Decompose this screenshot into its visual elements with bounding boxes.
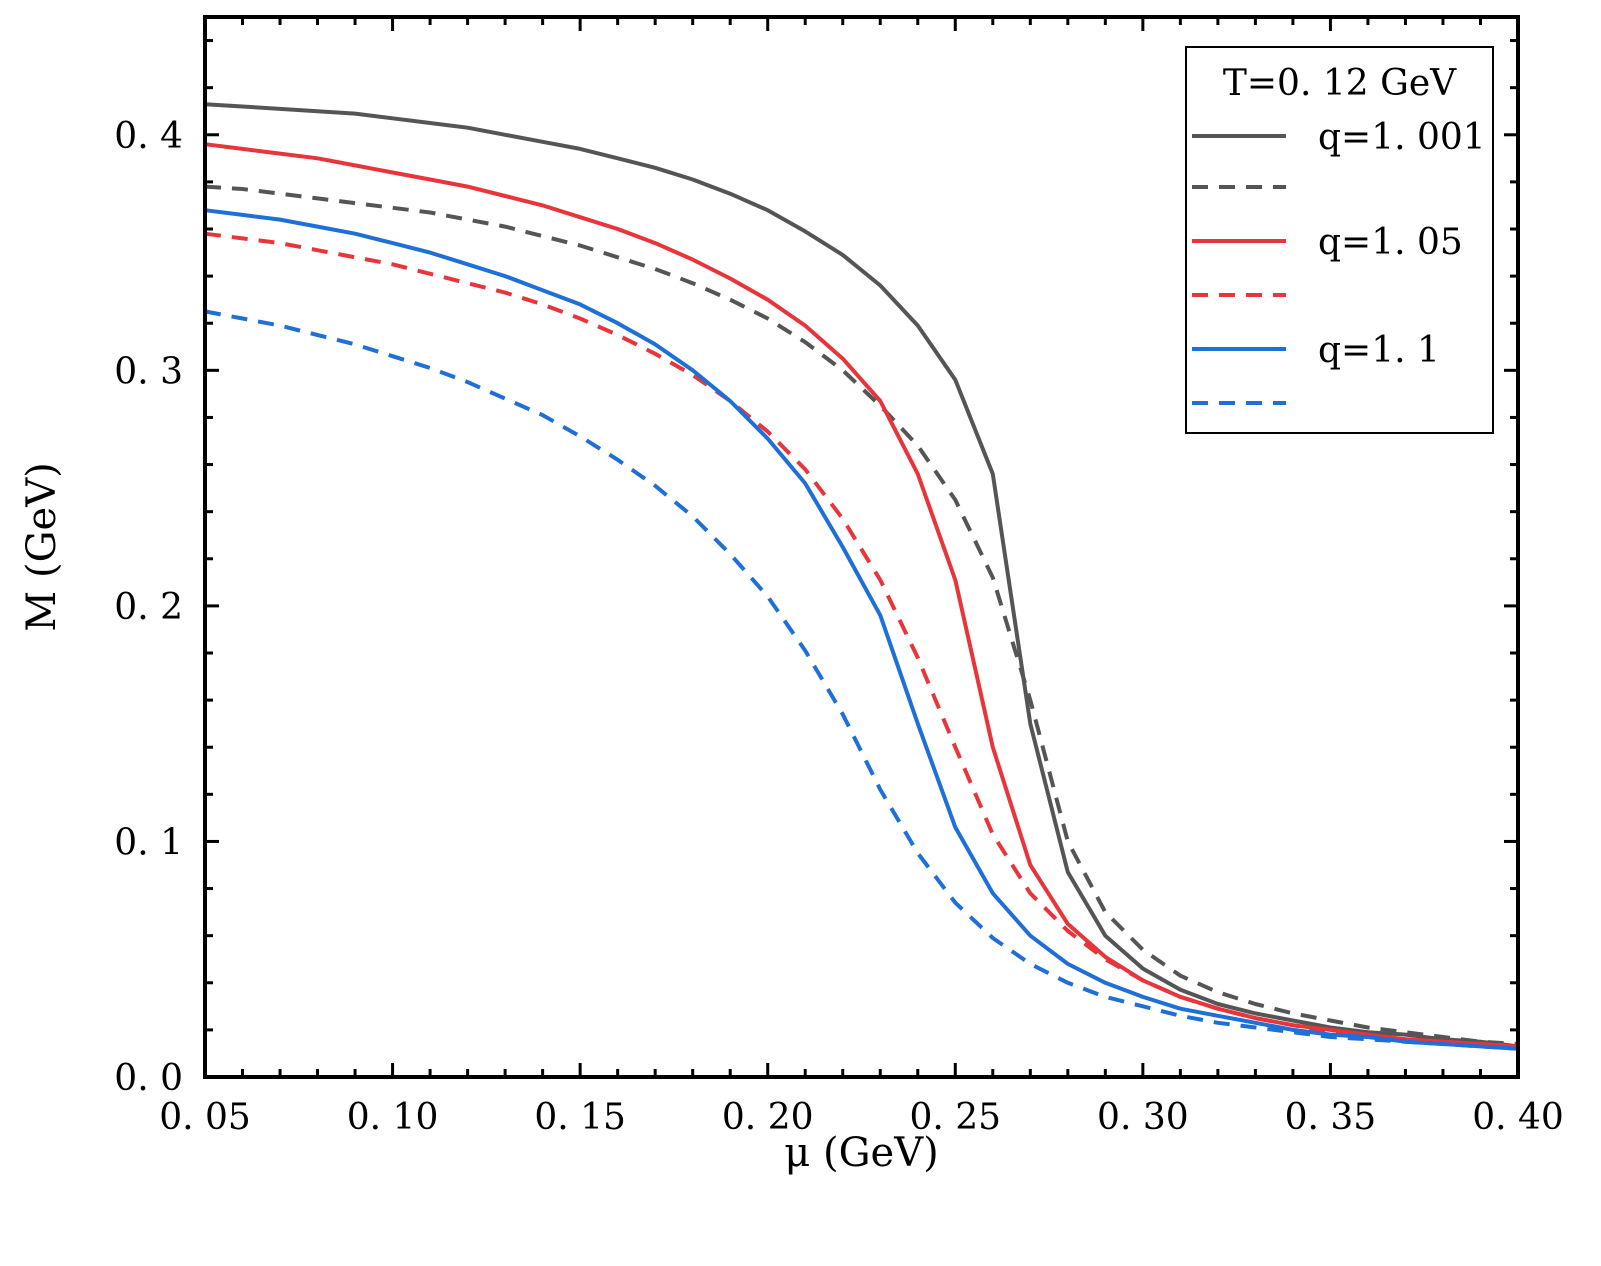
series-line-2 xyxy=(204,184,1519,1046)
x-axis-title: μ (GeV) xyxy=(784,1130,938,1176)
y-tick-label: 0. 1 xyxy=(114,822,183,863)
x-tick-label: 0. 10 xyxy=(347,1097,439,1138)
series-line-3 xyxy=(204,142,1519,1049)
legend: T=0. 12 GeV q=1. 001 q=1. 05 q=1. 1 xyxy=(1185,46,1494,434)
series-line-1 xyxy=(204,102,1519,1049)
series-line-6 xyxy=(204,309,1519,1051)
legend-label-5: q=1. 1 xyxy=(1318,330,1440,371)
x-tick-label: 0. 30 xyxy=(1097,1097,1189,1138)
y-tick-label: 0. 4 xyxy=(114,116,183,157)
legend-title: T=0. 12 GeV xyxy=(1223,63,1457,104)
legend-label-3: q=1. 05 xyxy=(1318,222,1463,263)
x-tick-label: 0. 40 xyxy=(1472,1097,1564,1138)
axis-ticks: 0. 05 0. 10 0. 15 0. 20 0. 25 0. 30 0. 35 0. 40… xyxy=(114,17,1564,1138)
plot-area xyxy=(204,102,1519,1051)
x-tick-label: 0. 15 xyxy=(534,1097,626,1138)
y-tick-label: 0. 2 xyxy=(114,587,183,628)
series-line-5 xyxy=(204,208,1519,1051)
y-tick-label: 0. 0 xyxy=(114,1058,183,1099)
legend-label-1: q=1. 001 xyxy=(1318,117,1486,158)
x-tick-label: 0. 25 xyxy=(909,1097,1001,1138)
x-tick-label: 0. 05 xyxy=(159,1097,251,1138)
series-line-4 xyxy=(204,231,1519,1049)
x-tick-label: 0. 20 xyxy=(722,1097,814,1138)
y-tick-label: 0. 3 xyxy=(114,351,183,392)
plot-frame xyxy=(203,15,1520,1079)
y-axis-title: M (GeV) xyxy=(19,462,65,631)
x-tick-label: 0. 35 xyxy=(1285,1097,1377,1138)
